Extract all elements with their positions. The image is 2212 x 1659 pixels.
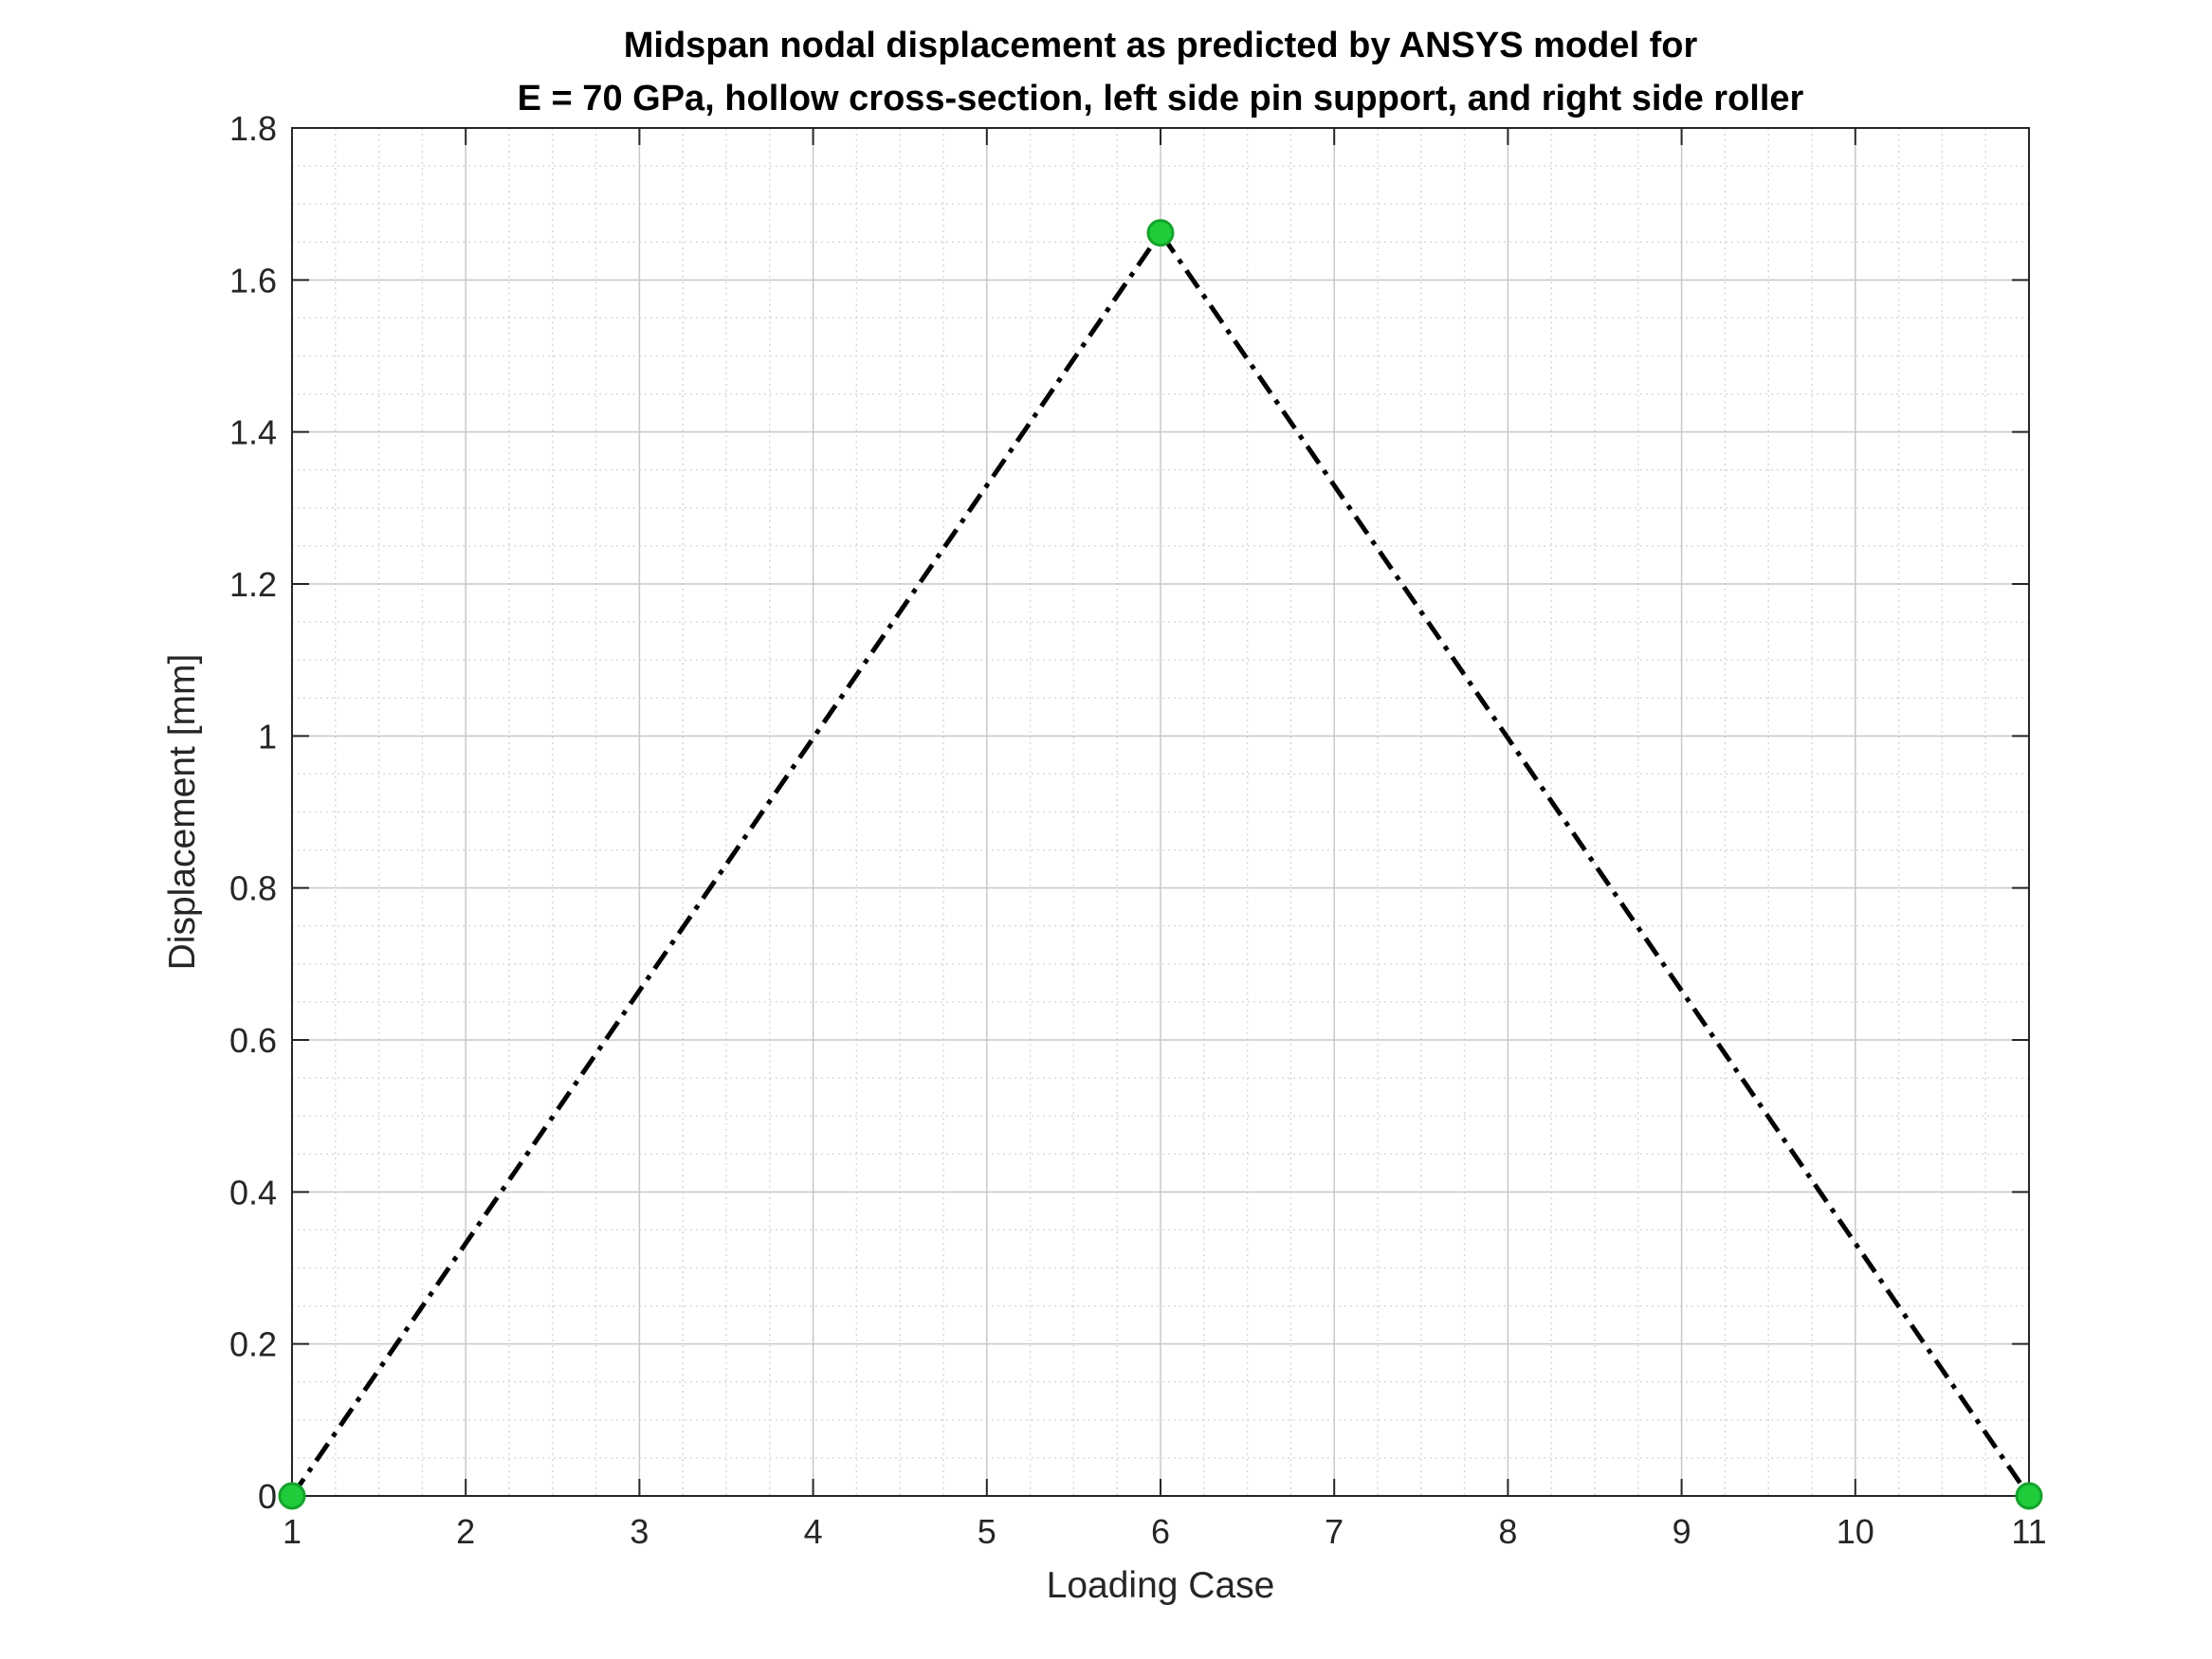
y-tick-label: 0.6 <box>229 1021 277 1060</box>
y-tick-label: 0 <box>258 1477 277 1516</box>
y-tick-label: 0.4 <box>229 1173 277 1212</box>
y-tick-labels: 0 0.2 0.4 0.6 0.8 1 1.2 1.4 1.6 1.8 <box>229 109 277 1516</box>
data-point-marker <box>2015 1482 2043 1510</box>
y-tick-label: 0.8 <box>229 869 277 908</box>
y-tick-label: 1.8 <box>229 109 277 148</box>
chart-title-line-1: Midspan nodal displacement as predicted … <box>624 26 1698 65</box>
y-tick-label: 1.6 <box>229 261 277 300</box>
data-point-marker <box>278 1482 306 1510</box>
series-layer <box>278 219 2043 1510</box>
x-axis-label: Loading Case <box>1047 1565 1275 1606</box>
minor-grid <box>292 128 2029 1496</box>
x-tick-label: 6 <box>1151 1512 1170 1551</box>
x-tick-label: 7 <box>1325 1512 1344 1551</box>
y-axis-label: Displacement [mm] <box>162 654 203 971</box>
x-tick-label: 5 <box>978 1512 996 1551</box>
y-tick-label: 1.4 <box>229 413 277 452</box>
y-tick-label: 1 <box>258 717 277 756</box>
x-tick-label: 2 <box>456 1512 475 1551</box>
x-tick-labels: 1 2 3 4 5 6 7 8 9 10 11 <box>283 1512 2047 1551</box>
x-tick-label: 8 <box>1498 1512 1517 1551</box>
x-tick-label: 10 <box>1837 1512 1874 1551</box>
major-grid <box>292 128 2029 1496</box>
x-tick-label: 4 <box>804 1512 823 1551</box>
x-tick-label: 11 <box>2011 1512 2046 1551</box>
y-tick-label: 1.2 <box>229 565 277 604</box>
data-point-marker <box>1146 219 1175 247</box>
x-tick-label: 3 <box>630 1512 649 1551</box>
y-tick-label: 0.2 <box>229 1325 277 1364</box>
x-tick-label: 9 <box>1673 1512 1691 1551</box>
x-tick-label: 1 <box>283 1512 302 1551</box>
chart-title-line-2: E = 70 GPa, hollow cross-section, left s… <box>518 79 1804 118</box>
